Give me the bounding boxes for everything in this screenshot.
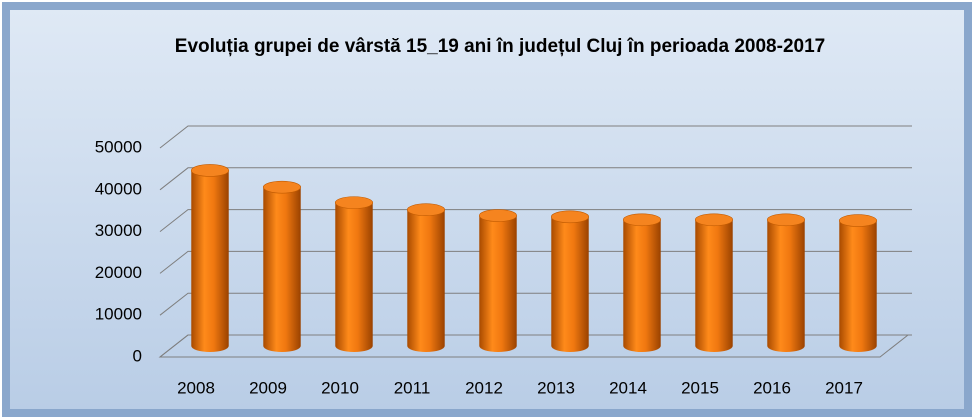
bar-top	[766, 213, 806, 227]
grid-line	[159, 209, 912, 232]
chart-title: Evoluția grupei de vârstă 15_19 ani în j…	[174, 36, 826, 57]
grid-line	[159, 125, 912, 149]
bar	[551, 216, 589, 352]
grid-line	[159, 292, 912, 316]
x-tick-label: 2010	[321, 378, 359, 397]
y-tick-label: 20000	[95, 263, 142, 282]
x-tick-label: 2012	[465, 378, 503, 397]
bar-top	[550, 210, 590, 224]
bar-top	[406, 203, 446, 217]
x-tick-label: 2016	[753, 378, 791, 397]
bar-top	[694, 213, 734, 227]
bar	[839, 220, 877, 352]
grid-line	[159, 250, 912, 274]
x-tick-label: 2009	[249, 378, 287, 397]
y-tick-label: 30000	[95, 221, 142, 240]
bar-top	[262, 180, 302, 194]
bar-top	[334, 196, 374, 209]
x-tick-label: 2008	[177, 378, 215, 397]
bar	[335, 202, 373, 352]
bar	[263, 187, 301, 352]
bar	[191, 170, 229, 352]
y-tick-label: 40000	[95, 179, 142, 198]
bar-top	[622, 213, 662, 227]
x-tick-label: 2013	[537, 378, 575, 397]
bar	[767, 219, 805, 352]
y-tick-label: 10000	[95, 305, 142, 324]
x-tick-label: 2014	[609, 378, 647, 397]
y-tick-label: 0	[133, 346, 142, 365]
bar	[407, 209, 445, 352]
bar-top	[478, 209, 518, 222]
grid-line	[159, 167, 912, 191]
bar	[695, 219, 733, 352]
bar-top	[838, 214, 878, 227]
bar	[479, 215, 517, 352]
x-tick-label: 2011	[394, 378, 431, 397]
grid-line	[159, 334, 912, 358]
bar-top	[190, 164, 230, 177]
y-tick-label: 50000	[95, 137, 142, 156]
bar	[623, 219, 661, 352]
x-tick-label: 2015	[681, 378, 719, 397]
x-tick-label: 2017	[825, 378, 863, 397]
